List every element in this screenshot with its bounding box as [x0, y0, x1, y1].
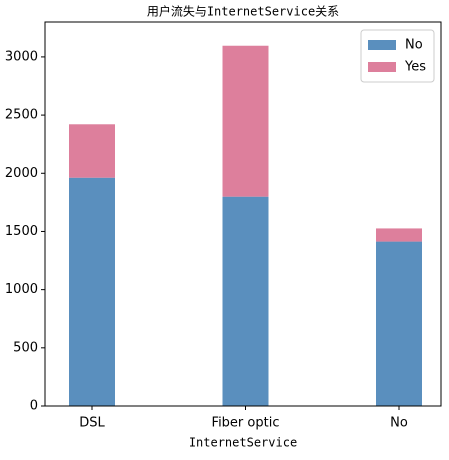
y-tick-label: 500 — [13, 340, 38, 355]
x-tick-label: No — [390, 416, 408, 431]
x-axis-label: InternetService — [189, 436, 297, 450]
legend-label: No — [405, 38, 423, 53]
y-tick-label: 2000 — [5, 166, 38, 181]
bar-segment — [376, 241, 422, 406]
legend-label: Yes — [404, 60, 426, 75]
bar-segment — [222, 45, 269, 197]
x-tick-label: Fiber optic — [212, 416, 280, 431]
y-tick-label: 2500 — [5, 108, 38, 123]
bar-segment — [69, 177, 115, 406]
x-tick-label: DSL — [79, 416, 105, 431]
plot-frame — [44, 21, 442, 407]
y-tick-label: 1000 — [5, 282, 38, 297]
legend-swatch — [368, 62, 396, 72]
bar-segment — [69, 124, 115, 178]
y-tick-label: 3000 — [5, 49, 38, 64]
y-tick-label: 1500 — [5, 224, 38, 239]
legend-swatch — [368, 40, 396, 50]
y-tick-label: 0 — [30, 399, 38, 414]
bar-segment — [376, 228, 422, 242]
bar-segment — [222, 196, 269, 406]
chart-title: 用户流失与InternetService关系 — [147, 4, 339, 19]
